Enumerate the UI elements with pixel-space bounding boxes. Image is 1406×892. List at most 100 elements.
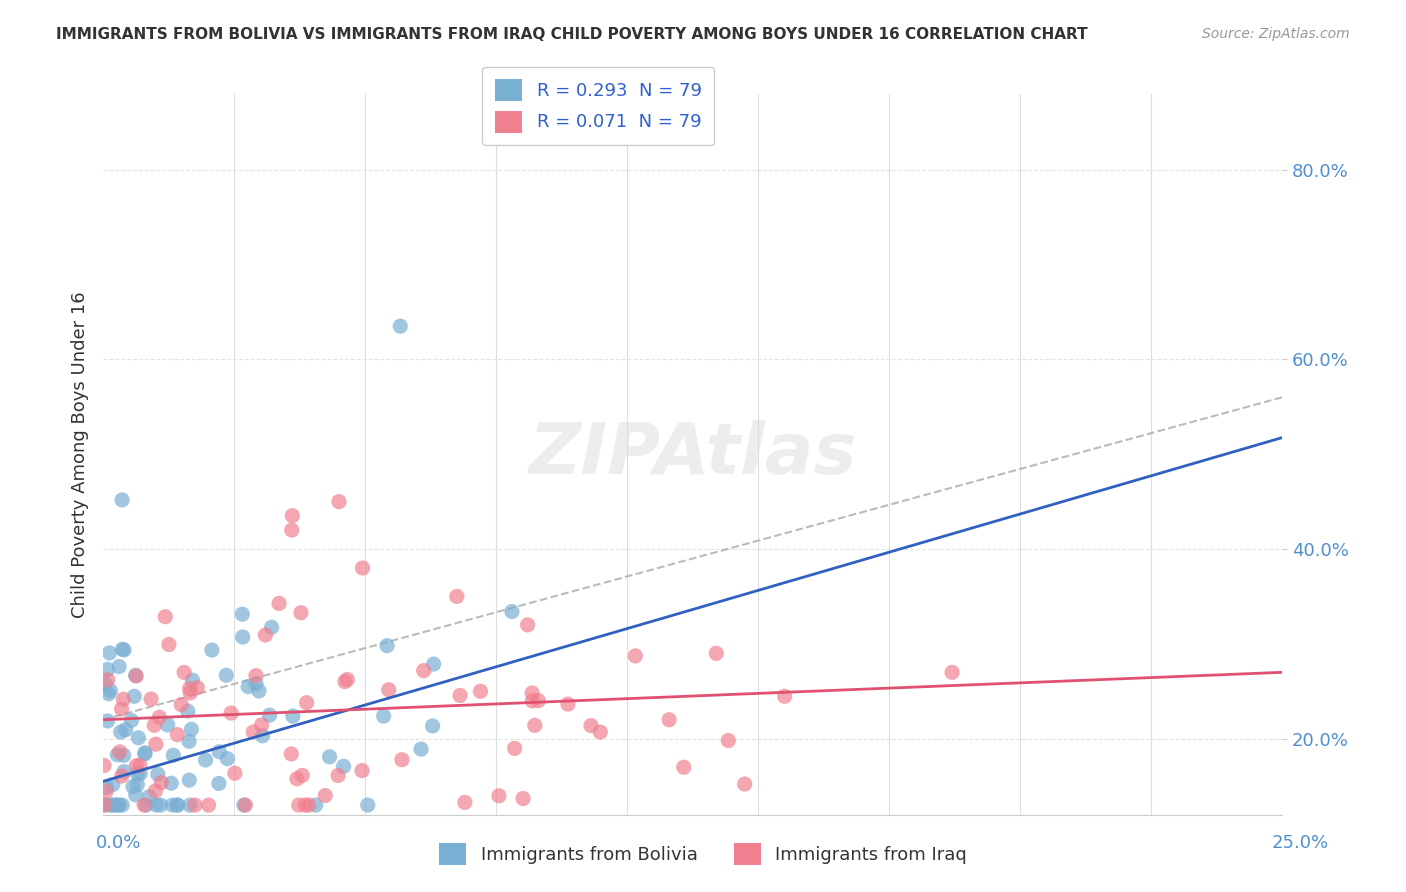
Point — [108, 798, 131, 813]
Point — [143, 718, 166, 732]
Point — [470, 684, 492, 698]
Y-axis label: Child Poverty Among Boys Under 16: Child Poverty Among Boys Under 16 — [72, 291, 89, 617]
Point — [357, 798, 380, 813]
Point — [422, 657, 444, 671]
Point — [295, 696, 318, 710]
Point — [281, 523, 304, 537]
Point — [177, 704, 200, 718]
Point — [179, 686, 201, 700]
Point — [129, 766, 152, 780]
Point — [522, 694, 544, 708]
Point — [120, 714, 142, 728]
Point — [110, 725, 132, 739]
Point — [104, 798, 127, 813]
Point — [377, 682, 399, 697]
Point — [259, 708, 281, 723]
Point — [238, 680, 260, 694]
Point — [389, 319, 412, 334]
Point — [231, 607, 253, 622]
Point — [217, 752, 239, 766]
Point — [122, 690, 145, 704]
Point — [186, 681, 208, 695]
Point — [520, 686, 543, 700]
Point — [138, 789, 160, 804]
Point — [160, 776, 183, 790]
Point — [107, 798, 129, 813]
Legend: R = 0.293  N = 79, R = 0.071  N = 79: R = 0.293 N = 79, R = 0.071 N = 79 — [482, 67, 714, 145]
Point — [135, 798, 157, 813]
Point — [100, 683, 122, 698]
Point — [260, 620, 283, 634]
Point — [224, 766, 246, 780]
Point — [527, 693, 550, 707]
Point — [150, 775, 173, 789]
Point — [125, 788, 148, 802]
Point — [108, 745, 131, 759]
Point — [98, 646, 121, 660]
Point — [247, 684, 270, 698]
Point — [245, 668, 267, 682]
Point — [105, 747, 128, 762]
Point — [93, 798, 115, 813]
Point — [941, 665, 963, 680]
Point — [157, 638, 180, 652]
Point — [373, 709, 395, 723]
Point — [304, 798, 326, 813]
Point — [245, 676, 267, 690]
Point — [672, 760, 695, 774]
Point — [208, 745, 231, 759]
Point — [254, 628, 277, 642]
Point — [252, 729, 274, 743]
Point — [162, 748, 184, 763]
Point — [96, 780, 118, 795]
Point — [267, 597, 290, 611]
Point — [122, 780, 145, 794]
Point — [110, 702, 132, 716]
Point — [290, 606, 312, 620]
Point — [97, 673, 120, 687]
Point — [111, 769, 134, 783]
Point — [101, 798, 124, 813]
Point — [717, 733, 740, 747]
Point — [101, 778, 124, 792]
Point — [328, 494, 350, 508]
Point — [232, 630, 254, 644]
Point — [166, 798, 188, 813]
Point — [215, 668, 238, 682]
Point — [111, 492, 134, 507]
Point — [181, 673, 204, 687]
Point — [352, 561, 374, 575]
Point — [170, 698, 193, 712]
Point — [111, 798, 134, 813]
Point — [127, 777, 149, 791]
Point — [449, 689, 471, 703]
Point — [166, 728, 188, 742]
Point — [294, 798, 316, 813]
Point — [179, 798, 201, 813]
Point — [155, 609, 177, 624]
Point — [734, 777, 756, 791]
Point — [557, 697, 579, 711]
Point — [129, 758, 152, 772]
Point — [422, 719, 444, 733]
Point — [318, 749, 340, 764]
Point — [125, 669, 148, 683]
Point — [523, 718, 546, 732]
Point — [503, 741, 526, 756]
Point — [125, 758, 148, 772]
Point — [332, 759, 354, 773]
Point — [179, 773, 201, 788]
Point — [314, 789, 336, 803]
Point — [97, 687, 120, 701]
Point — [127, 766, 149, 780]
Text: IMMIGRANTS FROM BOLIVIA VS IMMIGRANTS FROM IRAQ CHILD POVERTY AMONG BOYS UNDER 1: IMMIGRANTS FROM BOLIVIA VS IMMIGRANTS FR… — [56, 27, 1088, 42]
Point — [280, 747, 302, 761]
Point — [149, 798, 172, 813]
Point — [97, 662, 120, 676]
Point — [145, 798, 167, 813]
Point — [391, 753, 413, 767]
Point — [281, 508, 304, 523]
Point — [139, 692, 162, 706]
Point — [166, 798, 188, 813]
Point — [242, 725, 264, 739]
